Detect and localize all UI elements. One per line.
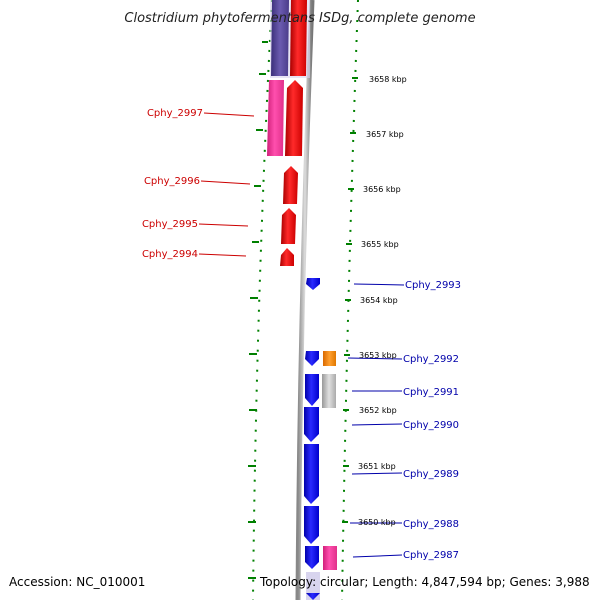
kbp-label-3651: 3651 kbp xyxy=(358,462,396,471)
gene-label-cphy2995[interactable]: Cphy_2995 xyxy=(142,219,198,230)
kbp-label-3652: 3652 kbp xyxy=(359,406,397,415)
kbp-label-3657: 3657 kbp xyxy=(366,130,404,139)
kbp-label-3654: 3654 kbp xyxy=(360,296,398,305)
red-feature-top xyxy=(290,0,307,76)
genome-title: Clostridium phytofermentans ISDg, comple… xyxy=(124,11,475,26)
blue-feature-2987 xyxy=(305,546,319,569)
inner-major-ticks xyxy=(342,77,358,523)
blue-feature-2989 xyxy=(304,444,319,504)
red-feature-2994 xyxy=(280,248,294,266)
gene-label-cphy2991[interactable]: Cphy_2991 xyxy=(403,387,459,398)
kbp-label-3658: 3658 kbp xyxy=(369,75,407,84)
blue-feature-2993 xyxy=(306,278,320,290)
accession-text: Accession: NC_010001 xyxy=(9,575,145,589)
kbp-label-3653: 3653 kbp xyxy=(359,351,397,360)
gene-label-cphy2997[interactable]: Cphy_2997 xyxy=(147,108,203,119)
orange-feature-2992 xyxy=(323,351,336,366)
forward-leaders xyxy=(347,283,405,558)
outer-tick-ring xyxy=(252,0,273,600)
red-feature-2996 xyxy=(283,166,298,204)
blue-feature-2992 xyxy=(305,351,319,366)
kbp-label-3655: 3655 kbp xyxy=(361,240,399,249)
gray-feature-2991 xyxy=(322,374,336,408)
blue-feature-2991 xyxy=(305,374,319,406)
blue-feature-2990 xyxy=(304,407,319,442)
gene-label-cphy2992[interactable]: Cphy_2992 xyxy=(403,354,459,365)
gene-label-cphy2987[interactable]: Cphy_2987 xyxy=(403,550,459,561)
kbp-label-3650: 3650 kbp xyxy=(358,518,396,527)
blue-feature-2988 xyxy=(304,506,319,544)
gene-label-cphy2988[interactable]: Cphy_2988 xyxy=(403,519,459,530)
gene-label-cphy2990[interactable]: Cphy_2990 xyxy=(403,420,459,431)
gene-label-cphy2996[interactable]: Cphy_2996 xyxy=(144,176,200,187)
outer-major-ticks xyxy=(248,41,268,579)
gene-label-cphy2989[interactable]: Cphy_2989 xyxy=(403,469,459,480)
reverse-leaders xyxy=(198,112,255,257)
gene-label-cphy2993[interactable]: Cphy_2993 xyxy=(405,280,461,291)
red-feature-2997 xyxy=(285,80,303,156)
pink-feature-2987 xyxy=(323,546,337,570)
pink-feature-cphy2997 xyxy=(267,80,284,156)
red-feature-2995 xyxy=(281,208,296,244)
purple-feature xyxy=(271,0,289,76)
blue-feature-bottom xyxy=(306,593,320,600)
topology-text: Topology: circular; Length: 4,847,594 bp… xyxy=(259,575,590,589)
genome-backbone xyxy=(295,0,315,600)
gene-label-cphy2994[interactable]: Cphy_2994 xyxy=(142,249,198,260)
kbp-label-3656: 3656 kbp xyxy=(363,185,401,194)
